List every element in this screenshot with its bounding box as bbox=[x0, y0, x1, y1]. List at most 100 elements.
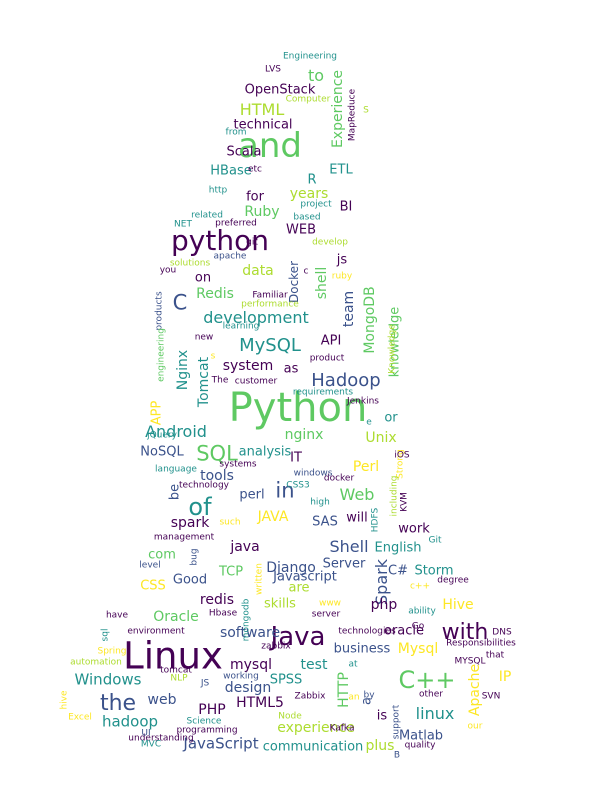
cloud-word: apache bbox=[213, 251, 247, 262]
cloud-word: learning bbox=[222, 321, 260, 332]
cloud-word: Good bbox=[172, 572, 208, 588]
cloud-word: support bbox=[391, 704, 402, 740]
cloud-word: C++ bbox=[398, 666, 456, 694]
cloud-word: e bbox=[366, 417, 372, 428]
cloud-word: plus bbox=[365, 738, 395, 754]
cloud-word: PHP bbox=[198, 702, 226, 718]
cloud-word: http bbox=[208, 185, 228, 196]
cloud-word: Web bbox=[339, 485, 375, 504]
cloud-word: business bbox=[333, 641, 391, 657]
cloud-word: Git bbox=[428, 535, 442, 546]
cloud-word: DNS bbox=[492, 627, 512, 638]
cloud-word: technology bbox=[179, 480, 229, 491]
cloud-word: technologies bbox=[338, 626, 396, 637]
cloud-word: spark bbox=[170, 515, 210, 531]
cloud-word: c++ bbox=[409, 581, 431, 592]
cloud-word: redis bbox=[199, 592, 235, 608]
cloud-word: mongodb bbox=[241, 598, 252, 642]
cloud-word: high bbox=[310, 497, 330, 508]
cloud-word: APP bbox=[149, 400, 165, 426]
cloud-word: Docker bbox=[287, 260, 301, 304]
cloud-word: experience bbox=[277, 720, 355, 736]
cloud-word: understanding bbox=[128, 733, 194, 744]
cloud-word: windows bbox=[293, 468, 333, 479]
cloud-word: as bbox=[283, 361, 299, 377]
cloud-word: project bbox=[300, 199, 332, 210]
cloud-word: work bbox=[398, 521, 430, 537]
cloud-word: analysis bbox=[238, 444, 292, 460]
cloud-word: Apache bbox=[467, 663, 483, 717]
cloud-word: perl bbox=[239, 487, 265, 503]
cloud-word: Excel bbox=[68, 712, 92, 723]
cloud-word: Linux bbox=[123, 634, 223, 678]
cloud-word: tomcat bbox=[160, 665, 192, 676]
cloud-word: Tomcat bbox=[196, 356, 212, 408]
cloud-word: SAS bbox=[312, 514, 338, 530]
cloud-word: jQuery bbox=[147, 430, 177, 441]
cloud-word: hadoop bbox=[101, 712, 159, 731]
cloud-word: Java bbox=[270, 622, 326, 652]
cloud-word: bug bbox=[189, 548, 200, 566]
cloud-word: Scala bbox=[226, 144, 262, 160]
cloud-word: B bbox=[393, 750, 401, 761]
cloud-word: www bbox=[318, 598, 342, 609]
cloud-word: js bbox=[336, 252, 348, 268]
cloud-word: working bbox=[223, 671, 259, 682]
cloud-word: team bbox=[341, 290, 357, 328]
cloud-word: SQL bbox=[196, 441, 238, 466]
cloud-word: CSS3 bbox=[286, 480, 310, 491]
cloud-word: data bbox=[242, 263, 274, 279]
cloud-word: for bbox=[246, 189, 264, 205]
cloud-word: MYSQL bbox=[454, 656, 486, 667]
cloud-word: Server bbox=[322, 556, 366, 572]
cloud-word: environment bbox=[127, 626, 185, 637]
cloud-word: technical bbox=[233, 117, 293, 133]
cloud-word: requirements bbox=[292, 387, 354, 398]
cloud-word: programming bbox=[176, 725, 238, 736]
cloud-word: an bbox=[348, 692, 360, 703]
cloud-word: Familiar bbox=[252, 290, 288, 301]
cloud-word: MapReduce bbox=[347, 88, 358, 142]
cloud-word: C bbox=[172, 290, 188, 315]
cloud-word: sql bbox=[100, 628, 111, 642]
cloud-word: at bbox=[348, 659, 358, 670]
cloud-word: quality bbox=[404, 740, 436, 751]
cloud-word: that bbox=[485, 650, 505, 661]
cloud-word: including bbox=[389, 475, 400, 517]
cloud-word: Django bbox=[266, 560, 316, 576]
cloud-word: Spring bbox=[97, 646, 127, 657]
cloud-word: years bbox=[289, 186, 329, 202]
cloud-word: KVM bbox=[399, 492, 410, 512]
cloud-word: based bbox=[293, 212, 321, 223]
cloud-word: HTML bbox=[239, 100, 285, 119]
cloud-word: python bbox=[171, 224, 269, 257]
cloud-word: Perl bbox=[352, 459, 380, 475]
cloud-word: Engineering bbox=[283, 51, 337, 62]
cloud-word: Kafka bbox=[329, 723, 355, 734]
cloud-word: test bbox=[300, 657, 328, 673]
cloud-word: in bbox=[275, 478, 295, 503]
cloud-word: LVS bbox=[265, 64, 281, 75]
cloud-word: is bbox=[376, 708, 388, 724]
cloud-word: management bbox=[153, 532, 215, 543]
cloud-word: with bbox=[441, 620, 489, 645]
cloud-word: Unix bbox=[365, 430, 397, 446]
cloud-word: Hadoop bbox=[311, 370, 381, 391]
cloud-word: of bbox=[188, 493, 212, 521]
cloud-word: iOS bbox=[394, 450, 410, 461]
cloud-word: Windows bbox=[74, 670, 142, 689]
cloud-word: Responsibilities bbox=[446, 638, 516, 649]
cloud-word: MySQL bbox=[239, 335, 301, 356]
cloud-word: oracle bbox=[383, 623, 425, 639]
cloud-word: preferred bbox=[215, 218, 257, 229]
cloud-word: automation bbox=[70, 657, 122, 668]
cloud-word: Go bbox=[411, 621, 425, 632]
cloud-word: by bbox=[363, 690, 375, 701]
cloud-word: Knowledge bbox=[387, 324, 398, 374]
cloud-word: web bbox=[147, 692, 177, 708]
cloud-word: MVC bbox=[140, 739, 162, 750]
cloud-word: will bbox=[346, 510, 368, 526]
cloud-word: IT bbox=[290, 450, 302, 466]
cloud-word: HTTP bbox=[336, 672, 352, 708]
